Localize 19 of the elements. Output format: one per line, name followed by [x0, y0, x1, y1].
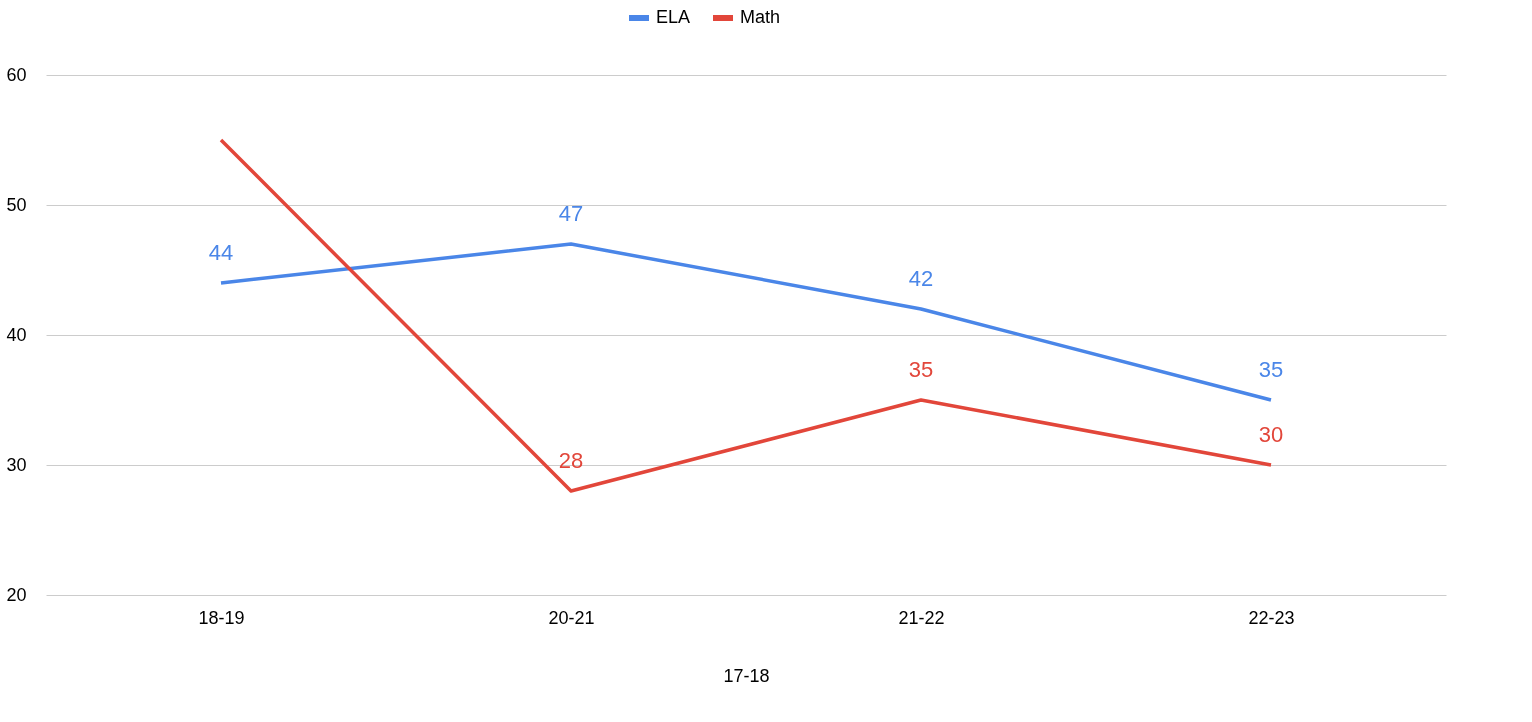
x-tick-label: 21-22: [898, 607, 945, 628]
x-tick-label: 20-21: [548, 607, 595, 628]
data-label: 47: [558, 201, 584, 226]
legend-label: Math: [740, 7, 781, 27]
x-axis-title: 17-18: [723, 665, 770, 686]
data-label: 30: [1258, 422, 1284, 447]
x-tick-label: 22-23: [1248, 607, 1295, 628]
data-label: 42: [908, 266, 934, 291]
y-tick-label: 20: [6, 584, 27, 605]
legend-label: ELA: [656, 7, 691, 27]
data-label: 35: [1258, 357, 1284, 382]
data-label: 44: [208, 240, 234, 265]
y-tick-label: 30: [6, 454, 27, 475]
y-tick-label: 40: [6, 324, 27, 345]
x-tick-label: 18-19: [198, 607, 245, 628]
y-tick-label: 50: [6, 194, 27, 215]
data-label: 28: [558, 448, 584, 473]
y-tick-label: 60: [6, 64, 27, 85]
data-label: 35: [908, 357, 934, 382]
